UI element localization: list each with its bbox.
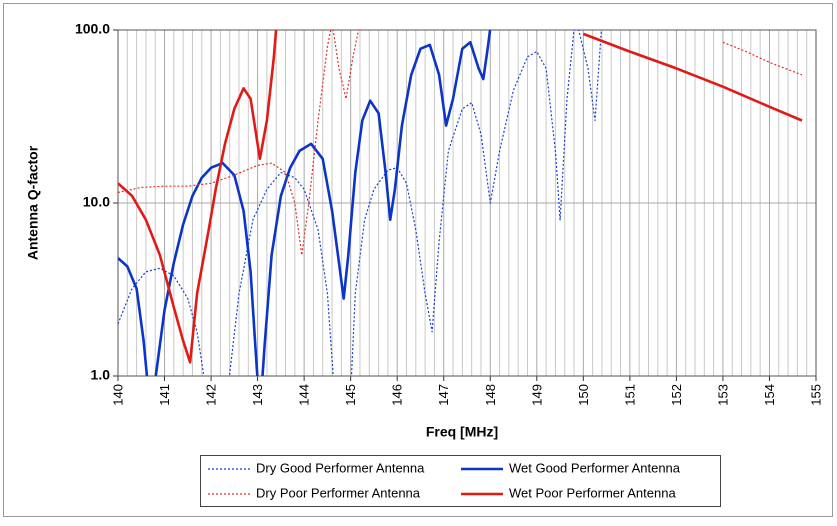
y-axis-label: Antenna Q-factor <box>25 145 41 260</box>
y-tick-label: 100.0 <box>75 21 110 37</box>
series-line <box>118 30 803 364</box>
x-tick-label: 140 <box>111 384 126 406</box>
x-tick-label: 143 <box>250 384 265 406</box>
x-tick-label: 144 <box>297 384 312 406</box>
x-tick-label: 148 <box>483 384 498 406</box>
legend-label: Dry Good Performer Antenna <box>256 460 425 475</box>
x-tick-label: 154 <box>762 384 777 406</box>
series-line <box>118 30 492 376</box>
x-tick-label: 145 <box>343 384 358 406</box>
series-layer <box>118 30 803 376</box>
legend-label: Wet Poor Performer Antenna <box>509 485 676 500</box>
x-tick-label: 141 <box>157 384 172 406</box>
x-tick-label: 150 <box>576 384 591 406</box>
x-tick-label: 151 <box>622 384 637 406</box>
legend <box>200 455 721 507</box>
plot-border <box>117 29 817 377</box>
x-tick-label: 149 <box>529 384 544 406</box>
x-tick-label: 142 <box>204 384 219 406</box>
x-tick-label: 152 <box>669 384 684 406</box>
x-axis-label: Freq [MHz] <box>426 424 498 440</box>
legend-label: Wet Good Performer Antenna <box>509 460 681 475</box>
x-tick-label: 147 <box>436 384 451 406</box>
series-line <box>118 30 803 256</box>
legend-label: Dry Poor Performer Antenna <box>256 485 421 500</box>
y-tick-label: 10.0 <box>83 194 110 210</box>
y-tick-label: 1.0 <box>91 367 111 383</box>
x-tick-label: 153 <box>715 384 730 406</box>
x-tick-label: 146 <box>390 384 405 406</box>
x-tick-label: 155 <box>809 384 824 406</box>
series-line <box>118 30 602 376</box>
